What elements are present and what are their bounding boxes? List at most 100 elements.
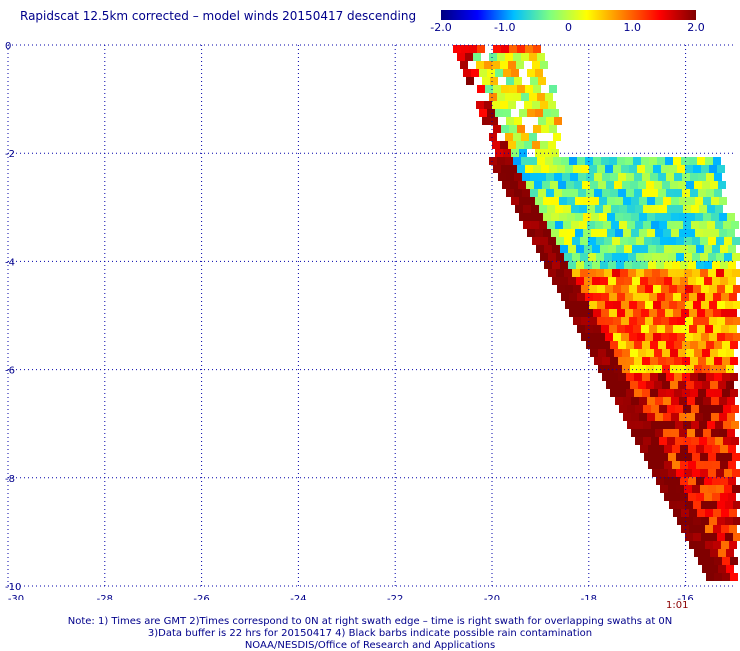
swath-cell xyxy=(646,181,654,189)
swath-cell xyxy=(530,77,538,85)
swath-cell xyxy=(724,253,732,261)
swath-cell xyxy=(708,269,716,277)
swath-cell xyxy=(527,69,535,77)
swath-cell xyxy=(669,165,677,173)
swath-cell xyxy=(698,173,706,181)
swath-cell xyxy=(714,173,722,181)
swath-cell xyxy=(482,77,490,85)
swath-cell xyxy=(709,533,717,541)
swath-cell xyxy=(595,205,603,213)
swath-cell xyxy=(704,245,712,253)
swath-cell xyxy=(540,141,548,149)
swath-cell xyxy=(592,261,600,269)
swath-cell xyxy=(676,237,684,245)
swath-cell xyxy=(712,445,720,453)
swath-cell xyxy=(678,349,686,357)
swath-cell xyxy=(582,181,590,189)
swath-cell xyxy=(501,165,509,173)
swath-cell xyxy=(568,277,576,285)
swath-cell xyxy=(673,157,681,165)
swath-cell xyxy=(667,437,675,445)
swath-cell xyxy=(544,245,552,253)
swath-cell xyxy=(617,293,625,301)
swath-cell xyxy=(730,373,738,381)
swath-cell xyxy=(712,477,720,485)
swath-cell xyxy=(676,253,684,261)
swath-cell xyxy=(658,357,666,365)
swath-cell xyxy=(676,269,684,277)
swath-cell xyxy=(529,53,537,61)
swath-cell xyxy=(675,221,683,229)
swath-cell xyxy=(707,405,715,413)
swath-cell xyxy=(715,421,723,429)
swath-cell xyxy=(530,173,538,181)
swath-cell xyxy=(599,229,607,237)
swath-cell xyxy=(643,205,651,213)
swath-cell xyxy=(497,93,505,101)
swath-cell xyxy=(690,373,698,381)
swath-cell xyxy=(689,509,697,517)
swath-cell xyxy=(647,197,655,205)
swath-cell xyxy=(654,365,662,373)
swath-cell xyxy=(692,469,700,477)
swath-cell xyxy=(720,245,728,253)
swath-cell xyxy=(719,197,727,205)
swath-cell xyxy=(539,221,547,229)
swath-cell xyxy=(706,557,714,565)
swath-cell xyxy=(651,437,659,445)
swath-cell xyxy=(589,333,597,341)
swath-cell xyxy=(644,253,652,261)
swath-cell xyxy=(510,181,518,189)
swath-cell xyxy=(543,197,551,205)
swath-cell xyxy=(731,421,739,429)
swath-cell xyxy=(581,301,589,309)
swath-cell xyxy=(672,261,680,269)
swath-cell xyxy=(533,165,541,173)
swath-cell xyxy=(688,493,696,501)
swath-cell xyxy=(677,317,685,325)
swath-cell xyxy=(728,445,736,453)
swath-cell xyxy=(593,157,601,165)
swath-cell xyxy=(648,277,656,285)
swath-cell xyxy=(614,365,622,373)
swath-cell xyxy=(612,253,620,261)
swath-cell xyxy=(714,357,722,365)
swath-cell xyxy=(627,421,635,429)
swath-cell xyxy=(581,165,589,173)
swath-cell xyxy=(490,117,498,125)
swath-cell xyxy=(634,173,642,181)
swath-cell xyxy=(683,405,691,413)
swath-cell xyxy=(625,325,633,333)
swath-cell xyxy=(650,373,658,381)
swath-cell xyxy=(479,69,487,77)
swath-cell xyxy=(623,397,631,405)
swath-cell xyxy=(642,189,650,197)
swath-cell xyxy=(567,213,575,221)
swath-cell xyxy=(536,245,544,253)
swath-cell xyxy=(671,213,679,221)
swath-cell xyxy=(695,429,703,437)
swath-cell xyxy=(589,317,597,325)
swath-cell xyxy=(604,269,612,277)
swath-cell xyxy=(555,221,563,229)
swath-cell xyxy=(702,349,710,357)
swath-cell xyxy=(623,413,631,421)
swath-cell xyxy=(581,333,589,341)
swath-cell xyxy=(642,173,650,181)
swath-cell xyxy=(696,493,704,501)
swath-cell xyxy=(652,453,660,461)
swath-cell xyxy=(691,221,699,229)
swath-cell xyxy=(718,549,726,557)
swath-cell xyxy=(731,221,739,229)
x-tick-label: -16 xyxy=(677,594,693,600)
swath-cell xyxy=(577,309,585,317)
swath-cell xyxy=(689,525,697,533)
swath-cell xyxy=(719,413,727,421)
swath-cell xyxy=(648,245,656,253)
swath-cell xyxy=(703,429,711,437)
swath-cell xyxy=(618,389,626,397)
swath-cell xyxy=(713,309,721,317)
swath-cell xyxy=(535,213,543,221)
colorbar-tick-label: -1.0 xyxy=(494,21,516,34)
swath-cell xyxy=(700,453,708,461)
